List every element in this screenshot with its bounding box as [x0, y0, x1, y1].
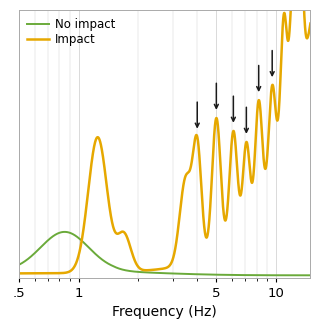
Impact: [308, 22, 312, 26]
No impact: [129, 269, 133, 273]
No impact: [142, 270, 146, 274]
Impact: [68, 269, 72, 273]
Legend: No impact, Impact: No impact, Impact: [25, 15, 117, 49]
Impact: [129, 247, 133, 251]
Impact: [141, 268, 145, 272]
No impact: [271, 273, 275, 277]
No impact: [63, 230, 67, 234]
X-axis label: Frequency (Hz): Frequency (Hz): [112, 305, 217, 319]
No impact: [17, 263, 21, 267]
No impact: [303, 273, 307, 277]
No impact: [308, 273, 312, 277]
Line: No impact: No impact: [19, 232, 310, 275]
Line: Impact: Impact: [19, 0, 310, 273]
Impact: [51, 271, 54, 275]
Impact: [303, 21, 307, 25]
Impact: [17, 271, 21, 275]
No impact: [68, 231, 72, 235]
Impact: [271, 85, 275, 89]
No impact: [51, 235, 54, 239]
